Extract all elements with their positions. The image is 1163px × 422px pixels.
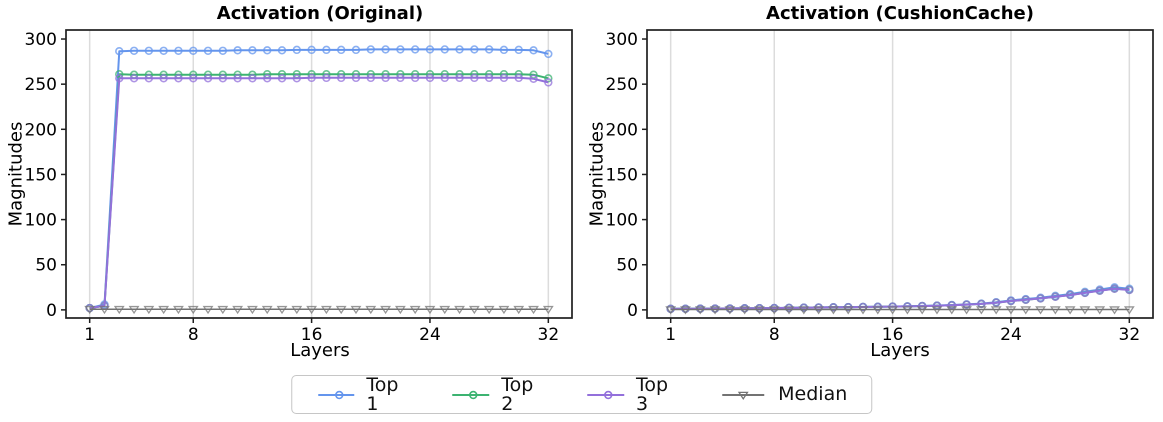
- y-tick-label: 250: [25, 75, 57, 95]
- y-tick-label: 100: [606, 211, 638, 231]
- series-top-1: [85, 45, 553, 313]
- y-tick-label: 0: [46, 301, 57, 321]
- x-tick-label: 1: [84, 325, 95, 345]
- y-tick-label: 100: [25, 211, 57, 231]
- legend-label-median: Median: [778, 383, 848, 405]
- x-tick-label: 16: [882, 325, 904, 345]
- chart-original-canvas: 0 50 100 150 200 250 300 1 8 16 24 32: [25, 29, 573, 345]
- legend-item-median: Median: [720, 385, 847, 404]
- top-3-line-marker-icon: [587, 390, 624, 399]
- y-axis-label-cushioncache: Magnitudes: [586, 121, 608, 227]
- x-tick-label: 8: [188, 325, 199, 345]
- axis-ticks: 0 50 100 150 200 250 300 1 8 16 24 32: [25, 30, 560, 345]
- y-tick-label: 150: [25, 165, 57, 185]
- y-axis-label-original: Magnitudes: [5, 121, 27, 227]
- y-tick-label: 50: [35, 256, 57, 276]
- y-tick-label: 50: [616, 256, 638, 276]
- legend-label-top-1: Top 1: [366, 373, 399, 415]
- y-tick-label: 150: [606, 165, 638, 185]
- top-1-line-marker-icon: [317, 390, 355, 399]
- x-tick-label: 24: [1000, 325, 1022, 345]
- legend-label-top-2: Top 2: [501, 373, 534, 415]
- series-top-3: [666, 284, 1134, 314]
- chart-cushioncache-canvas: 0 50 100 150 200 250 300 1 8 16 24 32: [606, 29, 1154, 345]
- axis-ticks: 0 50 100 150 200 250 300 1 8 16 24 32: [606, 30, 1141, 345]
- y-tick-label: 250: [606, 75, 638, 95]
- series-top-2: [85, 70, 553, 313]
- x-tick-label: 32: [538, 325, 560, 345]
- legend-item-top-3: Top 3: [585, 373, 678, 415]
- x-tick-label: 16: [301, 325, 323, 345]
- legend-item-top-2: Top 2: [451, 373, 544, 415]
- x-axis-label-cushioncache: Layers: [870, 340, 930, 361]
- series-top-3: [85, 73, 553, 313]
- top-2-line-marker-icon: [452, 390, 490, 399]
- plot-border: [646, 29, 1154, 319]
- series-median: [665, 306, 1135, 315]
- legend: Top 1 Top 2 Top 3 Median: [290, 373, 873, 415]
- legend-label-top-3: Top 3: [635, 373, 669, 415]
- y-tick-label: 300: [25, 30, 57, 50]
- y-tick-label: 300: [606, 30, 638, 50]
- chart-title-cushioncache: Activation (CushionCache): [766, 3, 1034, 24]
- x-tick-label: 32: [1119, 325, 1141, 345]
- gridlines: [669, 30, 1131, 318]
- x-tick-label: 1: [665, 325, 676, 345]
- y-tick-label: 200: [25, 120, 57, 140]
- chart-title-original: Activation (Original): [216, 3, 424, 24]
- x-axis-label-original: Layers: [290, 340, 350, 361]
- legend-item-top-1: Top 1: [316, 373, 409, 415]
- median-line-marker-icon: [722, 391, 765, 400]
- y-tick-label: 0: [627, 301, 638, 321]
- x-tick-label: 24: [419, 325, 441, 345]
- x-tick-label: 8: [769, 325, 780, 345]
- series-median: [84, 305, 554, 315]
- y-tick-label: 200: [606, 120, 638, 140]
